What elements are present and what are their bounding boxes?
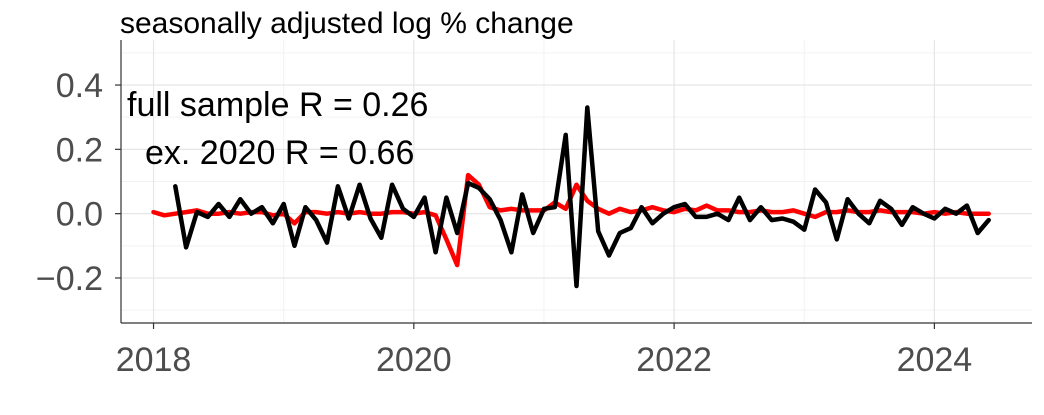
tick-labels: 2018 2020 2022 2024 −0.2 0.0 0.2 0.4	[36, 67, 972, 379]
x-tick-label: 2022	[636, 341, 712, 379]
y-tick-label: 0.2	[56, 131, 103, 169]
series-line-black	[173, 105, 991, 289]
series-layer	[151, 105, 991, 289]
chart-title: seasonally adjusted log % change	[120, 7, 574, 40]
y-tick-label: −0.2	[36, 260, 103, 298]
x-tick-label: 2020	[376, 341, 452, 379]
y-tick-label: 0.4	[56, 67, 103, 105]
axes	[120, 40, 1032, 324]
y-tick-label: 0.0	[56, 196, 103, 234]
x-tick-label: 2024	[897, 341, 973, 379]
annotation-full-sample: full sample R = 0.26	[127, 86, 428, 124]
x-tick-label: 2018	[116, 341, 192, 379]
minor-grid	[121, 40, 1032, 323]
annotation-ex-2020: ex. 2020 R = 0.66	[145, 134, 414, 172]
